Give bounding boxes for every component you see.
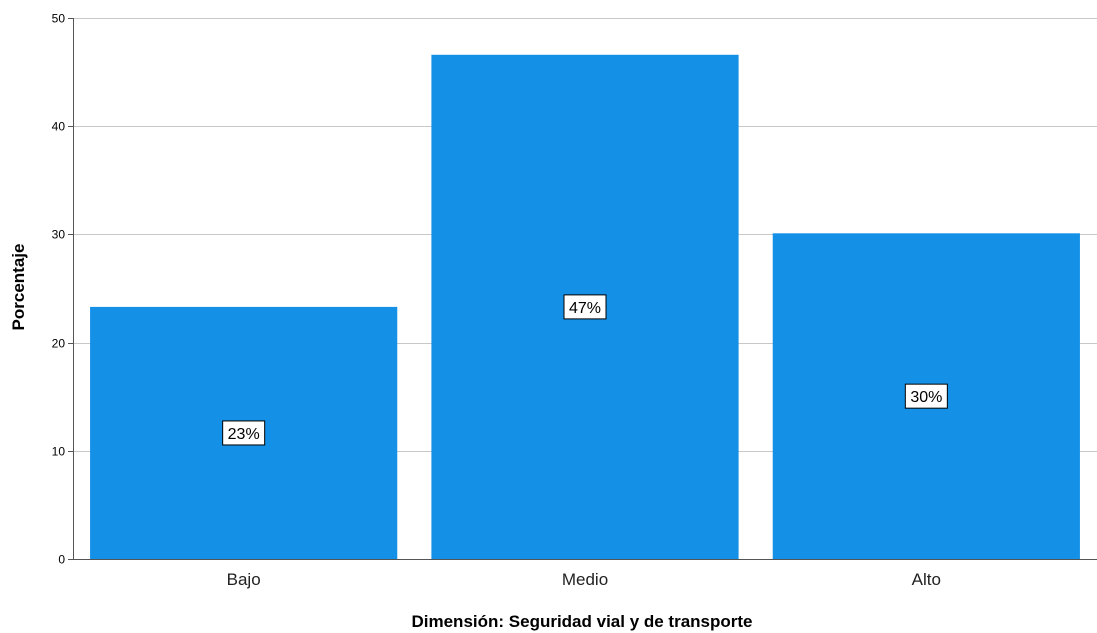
y-tick-label: 20	[52, 337, 66, 351]
y-tick-label: 10	[52, 445, 66, 459]
data-label-box	[222, 420, 266, 446]
data-label: 47%	[563, 294, 607, 320]
data-labels: 23% 47% 30%	[222, 294, 948, 446]
x-tick-label: Medio	[562, 570, 608, 589]
y-tick-label: 40	[52, 120, 66, 134]
data-label-text: 47%	[569, 300, 601, 317]
y-axis-title: Porcentaje	[9, 244, 28, 331]
x-axis-title: Dimensión: Seguridad vial y de transport…	[411, 612, 752, 631]
data-label-text: 23%	[228, 426, 260, 443]
x-tick-labels: Bajo Medio Alto	[227, 570, 941, 589]
y-tick-labels: 0 10 20 30 40 50	[52, 12, 66, 567]
data-label-box	[563, 294, 607, 320]
y-tick-label: 50	[52, 12, 66, 26]
y-tick-label: 0	[58, 553, 65, 567]
y-tick-label: 30	[52, 228, 66, 242]
axes	[68, 18, 1097, 560]
x-tick-label: Alto	[912, 570, 941, 589]
x-tick-label: Bajo	[227, 570, 261, 589]
data-label-box	[904, 383, 948, 409]
data-label-text: 30%	[910, 389, 942, 406]
data-label: 30%	[904, 383, 948, 409]
data-label: 23%	[222, 420, 266, 446]
